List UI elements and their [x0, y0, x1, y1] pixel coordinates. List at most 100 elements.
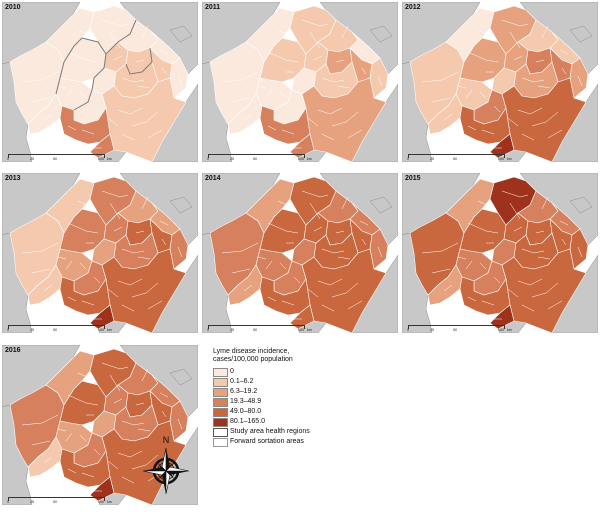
fsa-boundary: [31, 268, 51, 274]
fsa-boundary: [161, 67, 167, 75]
fsa-boundary: [243, 113, 253, 121]
fsa-boundary: [517, 107, 543, 115]
fsa-boundary: [359, 220, 369, 226]
map-legend: Lyme disease incidence, cases/100,000 po…: [213, 348, 413, 448]
forward-sortation-area: [289, 304, 315, 330]
fsa-boundary: [117, 107, 143, 115]
forward-sortation-area: [59, 448, 111, 488]
fsa-boundary: [135, 230, 145, 234]
panel-year-label: 2010: [5, 4, 21, 11]
fsa-boundary: [509, 202, 521, 220]
fsa-boundary: [337, 85, 351, 89]
fsa-boundary: [121, 476, 135, 484]
fsa-boundary: [137, 85, 151, 89]
fsa-boundary: [21, 414, 59, 426]
fsa-boundary: [467, 296, 477, 302]
fsa-boundary: [131, 454, 159, 470]
fsa-boundary: [347, 129, 363, 139]
legend-swatch: [213, 368, 228, 377]
fsa-boundary: [79, 434, 87, 442]
fsa-boundary: [493, 276, 501, 284]
fsa-boundary: [81, 300, 95, 306]
fsa-boundary: [161, 238, 167, 246]
legend-item: 19.3–48.9: [213, 397, 413, 407]
choropleth-map: [402, 173, 598, 333]
legend-swatch: [213, 388, 228, 397]
fsa-boundary: [457, 85, 467, 89]
fsa-boundary: [467, 222, 499, 234]
fsa-boundary: [477, 200, 493, 208]
panel-year-label: 2012: [405, 4, 421, 11]
fsa-boundary: [501, 190, 529, 198]
fsa-boundary: [359, 49, 369, 55]
fsa-boundary: [141, 368, 149, 382]
fsa-boundary: [465, 260, 473, 270]
fsa-boundary: [535, 59, 545, 63]
forward-sortation-area: [459, 105, 511, 145]
fsa-boundary: [243, 284, 253, 292]
fsa-boundary: [501, 19, 529, 27]
legend-item-fsa: Forward sortation areas: [213, 437, 413, 447]
fsa-boundary: [221, 71, 259, 83]
fsa-boundary: [79, 262, 87, 270]
fsa-boundary: [101, 362, 129, 370]
fsa-boundary: [277, 200, 293, 208]
fsa-boundary: [535, 230, 545, 234]
surrounding-land: [169, 368, 193, 386]
fsa-boundary: [281, 129, 295, 135]
fsa-boundary: [159, 49, 169, 55]
fsa-boundary: [65, 260, 73, 270]
fsa-boundary: [281, 300, 295, 306]
north-label: N: [163, 435, 170, 445]
fsa-boundary: [421, 242, 459, 254]
fsa-boundary: [159, 392, 169, 398]
fsa-boundary: [67, 125, 77, 131]
scale-bar: 0 25 50 100 km: [407, 154, 512, 162]
fsa-boundary: [147, 129, 163, 139]
health-region-boundary: [73, 53, 107, 111]
legend-swatch: [213, 408, 228, 417]
fsa-boundary: [117, 278, 143, 286]
surrounding-land: [169, 25, 193, 43]
surrounding-land: [369, 25, 393, 43]
fsa-boundary: [265, 260, 273, 270]
fsa-boundary: [467, 125, 477, 131]
fsa-boundary: [131, 111, 159, 127]
legend-title: Lyme disease incidence, cases/100,000 po…: [213, 348, 293, 364]
fsa-boundary: [117, 450, 143, 458]
fsa-boundary: [421, 71, 459, 83]
fsa-boundary: [307, 117, 319, 127]
legend-swatch: [213, 418, 228, 427]
fsa-boundary: [67, 296, 77, 302]
fsa-boundary: [65, 89, 73, 99]
fsa-boundary: [341, 196, 349, 210]
fsa-boundary: [67, 222, 99, 234]
fsa-boundary: [341, 25, 349, 39]
fsa-boundary: [121, 133, 135, 141]
fsa-boundary: [113, 55, 123, 61]
fsa-boundary: [77, 29, 93, 37]
compass-rose-icon: N: [140, 434, 192, 496]
panel-year-label: 2011: [205, 4, 221, 11]
fsa-boundary: [561, 238, 567, 246]
fsa-boundary: [331, 282, 359, 298]
fsa-boundary: [493, 105, 501, 113]
map-panel-2013: 2013 0 25 50 100 km: [2, 173, 198, 333]
fsa-boundary: [231, 268, 251, 274]
scale-bar: 0 25 50 100 km: [407, 325, 512, 333]
fsa-boundary: [267, 222, 299, 234]
forward-sortation-area: [489, 304, 515, 330]
health-region-boundary: [125, 47, 153, 75]
fsa-boundary: [93, 276, 101, 284]
fsa-boundary: [377, 75, 383, 87]
fsa-boundary: [321, 77, 345, 83]
fsa-boundary: [121, 248, 145, 254]
legend-swatch: [213, 398, 228, 407]
map-panel-2011: 2011 0 25 50 100 km: [202, 2, 398, 162]
fsa-boundary: [321, 304, 335, 312]
fsa-boundary: [559, 220, 569, 226]
fsa-boundary: [481, 300, 495, 306]
fsa-boundary: [79, 91, 87, 99]
fsa-boundary: [301, 19, 329, 27]
surrounding-land: [569, 196, 593, 214]
